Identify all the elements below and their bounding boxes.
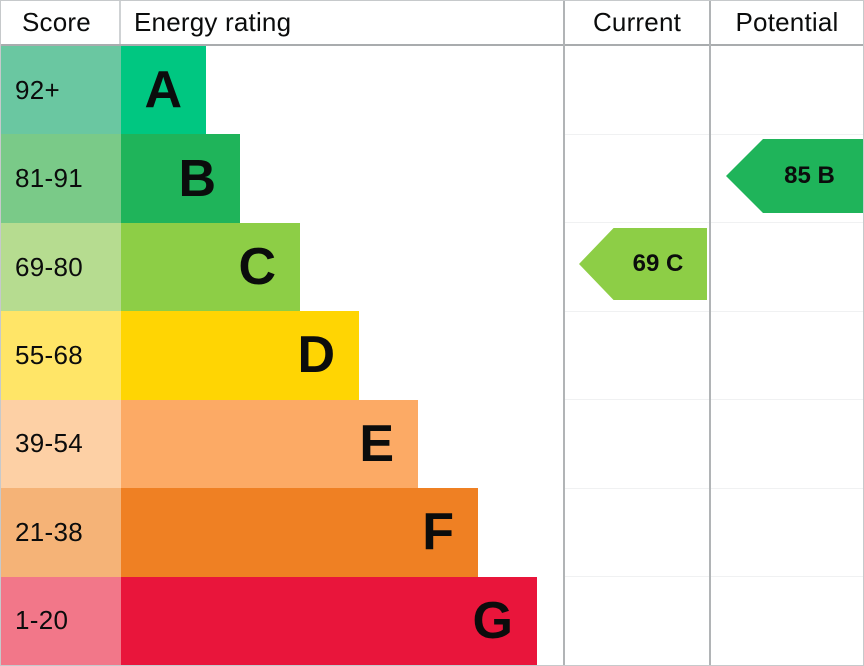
band-row-d: 55-68 D xyxy=(1,311,563,400)
band-row-f: 21-38 F xyxy=(1,488,563,577)
current-column-rows xyxy=(565,46,709,665)
score-and-rating-columns: Score Energy rating 92+ A 81-91 B 69-80 … xyxy=(1,1,565,665)
current-column-header: Current xyxy=(565,1,709,46)
score-range-label: 55-68 xyxy=(1,311,121,400)
band-row-e: 39-54 E xyxy=(1,399,563,489)
rating-bar-d: D xyxy=(121,311,359,400)
rating-bands: 92+ A 81-91 B 69-80 C 55-68 D 39-54 E 21… xyxy=(1,46,563,665)
rating-bar-a: A xyxy=(121,46,206,135)
energy-rating-column-header: Energy rating xyxy=(134,7,292,37)
score-range-label: 69-80 xyxy=(1,222,121,312)
rating-bar-f: F xyxy=(121,488,478,577)
score-column-header: Score xyxy=(1,1,121,44)
score-range-label: 21-38 xyxy=(1,488,121,577)
rating-bar-b: B xyxy=(121,134,240,223)
potential-column: Potential 85 B xyxy=(711,1,863,665)
score-range-label: 92+ xyxy=(1,46,121,135)
rating-bar-g: G xyxy=(121,576,537,665)
band-row-c: 69-80 C xyxy=(1,222,563,312)
table-header-left: Score Energy rating xyxy=(1,1,563,46)
band-row-g: 1-20 G xyxy=(1,576,563,665)
band-row-a: 92+ A xyxy=(1,46,563,135)
rating-bar-e: E xyxy=(121,399,418,489)
current-column: Current 69 C xyxy=(565,1,711,665)
band-row-b: 81-91 B xyxy=(1,134,563,223)
score-range-label: 39-54 xyxy=(1,399,121,489)
potential-column-rows xyxy=(711,46,863,665)
score-range-label: 1-20 xyxy=(1,576,121,665)
rating-bar-c: C xyxy=(121,222,300,312)
potential-column-header: Potential xyxy=(711,1,863,46)
score-range-label: 81-91 xyxy=(1,134,121,223)
